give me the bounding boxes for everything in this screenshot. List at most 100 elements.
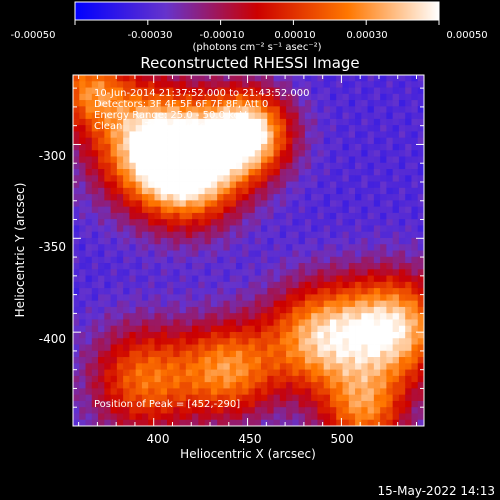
heatmap-cell: [79, 212, 86, 220]
heatmap-cell: [267, 388, 274, 396]
heatmap-cell: [405, 194, 412, 201]
heatmap-cell: [248, 338, 256, 345]
heatmap-cell: [248, 407, 256, 414]
heatmap-cell: [217, 100, 224, 107]
heatmap-cell: [229, 256, 237, 264]
heatmap-cell: [110, 388, 118, 396]
heatmap-cell: [298, 288, 306, 295]
heatmap-cell: [348, 400, 356, 408]
heatmap-cell: [235, 93, 243, 101]
heatmap-cell: [336, 150, 343, 157]
heatmap-cell: [342, 363, 350, 370]
heatmap-cell: [392, 187, 400, 195]
heatmap-cell: [148, 256, 155, 264]
heatmap-cell: [204, 369, 212, 377]
heatmap-cell: [273, 100, 281, 107]
heatmap-cell: [204, 131, 212, 139]
heatmap-cell: [217, 93, 224, 101]
heatmap-cell: [104, 357, 112, 364]
heatmap-cell: [129, 181, 137, 189]
heatmap-cell: [73, 281, 80, 289]
heatmap-cell: [273, 181, 281, 189]
heatmap-cell: [73, 219, 80, 226]
heatmap-cell: [73, 375, 80, 383]
heatmap-cell: [254, 150, 262, 157]
heatmap-cell: [179, 319, 187, 327]
heatmap-cell: [417, 338, 424, 345]
heatmap-cell: [116, 150, 124, 157]
heatmap-cell: [192, 225, 199, 233]
heatmap-cell: [229, 187, 237, 195]
heatmap-cell: [223, 338, 231, 345]
heatmap-cell: [342, 137, 350, 145]
heatmap-cell: [380, 194, 387, 201]
heatmap-cell: [261, 250, 268, 258]
heatmap-cell: [273, 419, 281, 426]
heatmap-cell: [323, 200, 331, 208]
heatmap-cell: [141, 181, 149, 189]
heatmap-cell: [98, 294, 105, 302]
heatmap-cell: [229, 244, 237, 251]
heatmap-cell: [104, 112, 112, 120]
heatmap-cell: [79, 219, 86, 226]
heatmap-cell: [73, 212, 80, 220]
heatmap-cell: [85, 175, 93, 182]
heatmap-cell: [116, 181, 124, 189]
heatmap-cell: [323, 363, 331, 370]
heatmap-cell: [198, 306, 206, 314]
heatmap-cell: [361, 419, 368, 426]
heatmap-cell: [342, 187, 350, 195]
heatmap-cell: [85, 93, 93, 101]
heatmap-cell: [135, 162, 143, 170]
heatmap-cell: [192, 137, 199, 145]
heatmap-cell: [223, 363, 231, 370]
heatmap-cell: [361, 225, 368, 233]
heatmap-cell: [210, 175, 218, 182]
heatmap-cell: [311, 200, 318, 208]
heatmap-cell: [367, 187, 375, 195]
heatmap-cell: [348, 306, 356, 314]
heatmap-cell: [85, 256, 93, 264]
heatmap-cell: [411, 413, 419, 421]
heatmap-cell: [373, 288, 381, 295]
heatmap-cell: [292, 275, 300, 283]
heatmap-cell: [323, 263, 331, 270]
heatmap-cell: [229, 419, 237, 426]
heatmap-cell: [154, 200, 162, 208]
heatmap-cell: [367, 394, 375, 402]
heatmap-cell: [261, 81, 268, 88]
heatmap-cell: [192, 331, 199, 339]
heatmap-cell: [217, 162, 224, 170]
heatmap-cell: [185, 313, 193, 320]
heatmap-cell: [129, 363, 137, 370]
heatmap-cell: [179, 81, 187, 88]
heatmap-cell: [217, 331, 224, 339]
heatmap-cell: [110, 319, 118, 327]
x-axis-label: Heliocentric X (arcsec): [180, 447, 316, 461]
heatmap-cell: [380, 137, 387, 145]
heatmap-cell: [160, 244, 168, 251]
heatmap-cell: [298, 75, 306, 82]
heatmap-cell: [179, 269, 187, 276]
heatmap-cell: [104, 131, 112, 139]
heatmap-cell: [129, 225, 137, 233]
heatmap-cell: [160, 169, 168, 176]
heatmap-cell: [148, 212, 155, 220]
heatmap-cell: [329, 388, 337, 396]
heatmap-cell: [229, 250, 237, 258]
heatmap-cell: [185, 319, 193, 327]
heatmap-cell: [298, 225, 306, 233]
heatmap-cell: [298, 100, 306, 107]
heatmap-cell: [242, 394, 249, 402]
heatmap-cell: [355, 413, 362, 421]
heatmap-cell: [110, 225, 118, 233]
heatmap-cell: [329, 93, 337, 101]
heatmap-cell: [273, 306, 281, 314]
heatmap-cell: [167, 394, 174, 402]
heatmap-cell: [380, 212, 387, 220]
heatmap-cell: [173, 169, 180, 176]
heatmap-cell: [298, 106, 306, 114]
heatmap-cell: [154, 137, 162, 145]
heatmap-cell: [342, 294, 350, 302]
heatmap-cell: [148, 313, 155, 320]
